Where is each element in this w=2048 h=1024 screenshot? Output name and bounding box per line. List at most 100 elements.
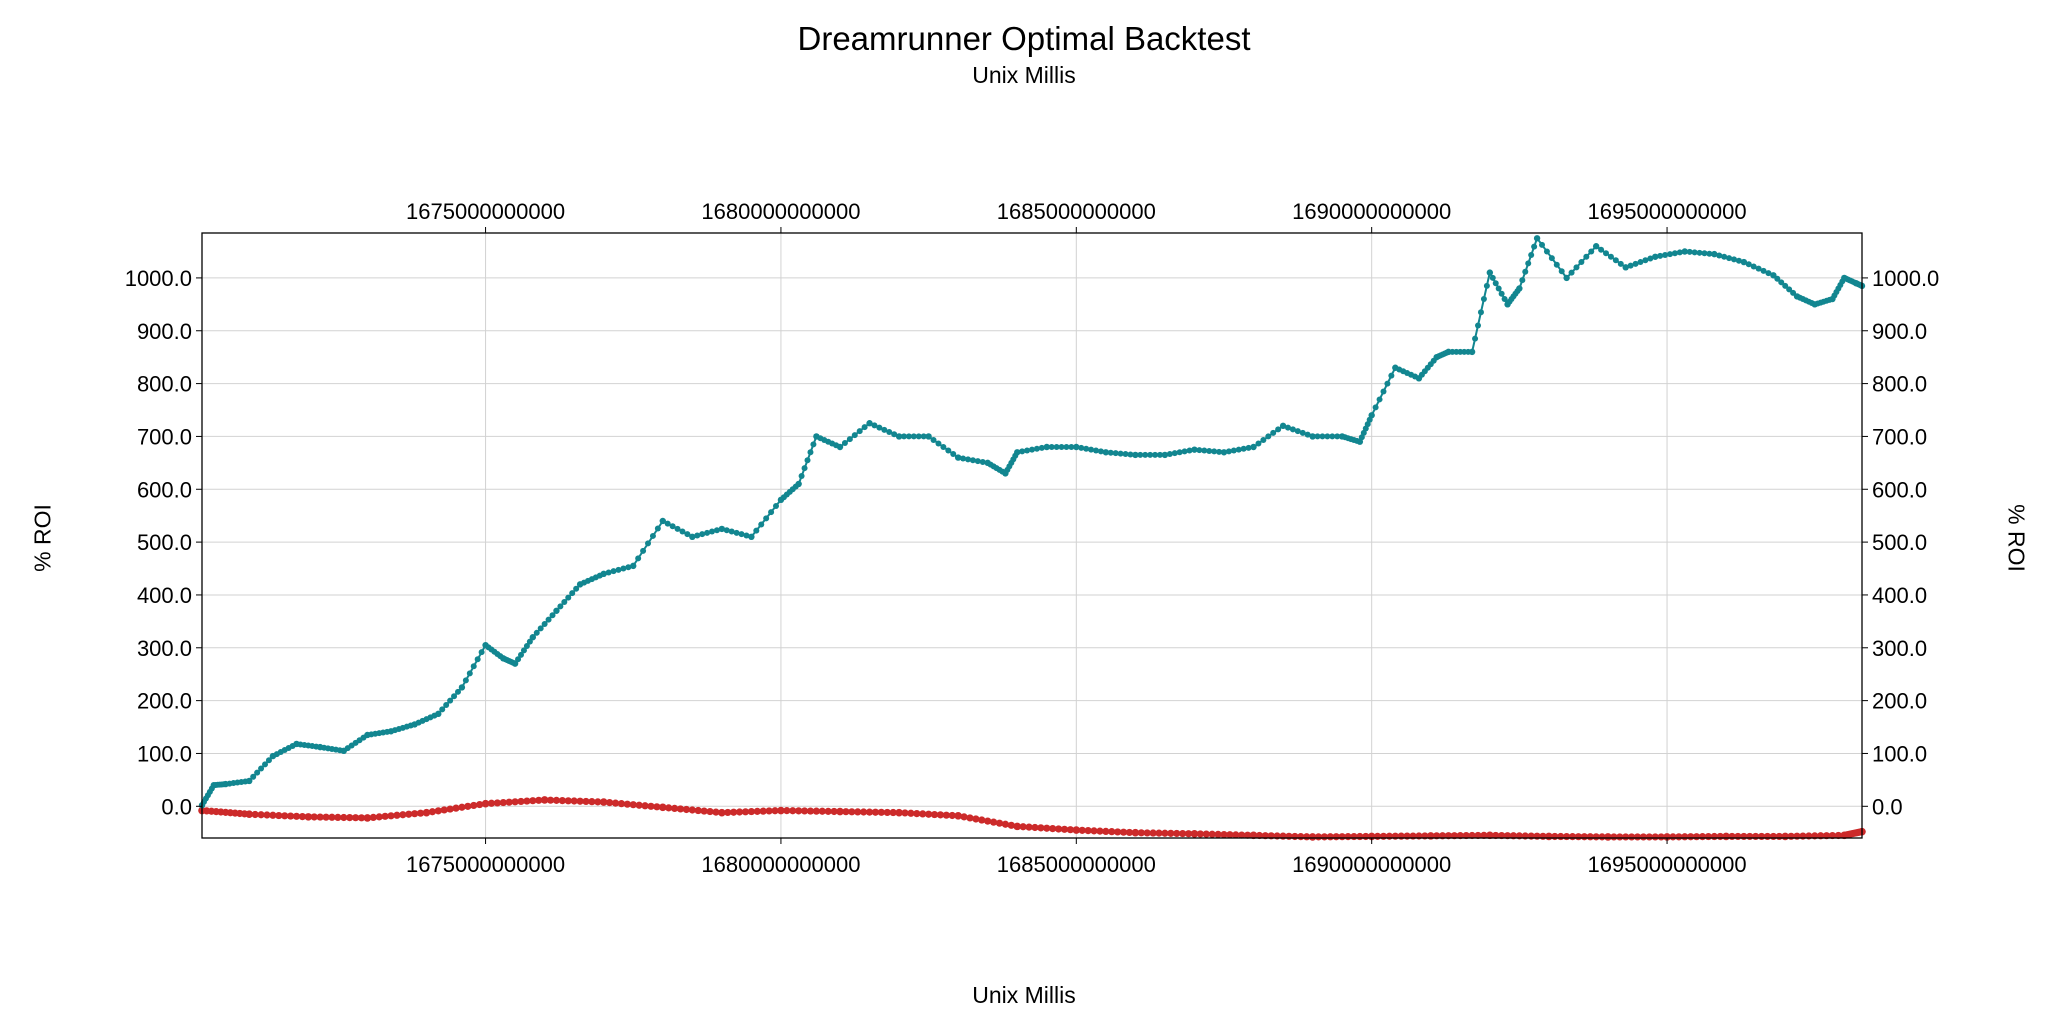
data-marker bbox=[1639, 833, 1648, 841]
data-marker bbox=[610, 568, 617, 575]
data-marker bbox=[1622, 833, 1630, 841]
data-marker bbox=[1543, 248, 1550, 255]
data-marker bbox=[269, 811, 277, 819]
y-tick-label-right: 0.0 bbox=[1872, 794, 1903, 819]
data-marker bbox=[588, 798, 596, 806]
data-marker bbox=[995, 819, 1004, 827]
data-marker bbox=[758, 521, 765, 528]
data-marker bbox=[830, 807, 838, 816]
data-point bbox=[1368, 412, 1375, 419]
data-marker bbox=[654, 525, 661, 532]
data-marker bbox=[978, 816, 986, 824]
data-marker bbox=[913, 809, 921, 818]
data-marker bbox=[529, 797, 537, 805]
data-marker bbox=[653, 803, 661, 811]
data-marker bbox=[1122, 451, 1129, 458]
data-marker bbox=[990, 818, 998, 826]
data-point bbox=[1622, 264, 1629, 271]
data-marker bbox=[1078, 444, 1085, 451]
data-marker bbox=[1657, 833, 1665, 841]
data-marker bbox=[1786, 286, 1793, 293]
data-marker bbox=[883, 808, 891, 817]
data-marker bbox=[789, 807, 797, 815]
data-point bbox=[481, 799, 490, 808]
data-marker bbox=[625, 564, 632, 571]
data-marker bbox=[1216, 448, 1223, 455]
data-marker bbox=[617, 800, 626, 808]
data-marker bbox=[1117, 450, 1124, 457]
data-marker bbox=[1238, 831, 1246, 839]
data-marker bbox=[1501, 296, 1508, 303]
data-point bbox=[1770, 272, 1777, 279]
data-marker bbox=[950, 451, 957, 458]
y-tick-label-left: 900.0 bbox=[137, 319, 192, 344]
data-marker bbox=[647, 802, 655, 810]
data-marker bbox=[428, 808, 436, 816]
data-marker bbox=[564, 797, 572, 805]
data-marker bbox=[1628, 833, 1636, 841]
data-marker bbox=[945, 447, 952, 454]
data-marker bbox=[1147, 451, 1154, 458]
data-marker bbox=[763, 515, 770, 522]
data-point bbox=[540, 796, 549, 804]
data-marker bbox=[537, 625, 544, 632]
data-marker bbox=[1092, 447, 1099, 454]
data-marker bbox=[393, 811, 401, 819]
data-point bbox=[1604, 833, 1612, 841]
data-marker bbox=[1033, 445, 1040, 452]
data-point bbox=[1073, 443, 1080, 451]
data-marker bbox=[523, 797, 531, 805]
data-marker bbox=[747, 807, 755, 816]
data-marker bbox=[942, 811, 950, 819]
data-marker bbox=[1474, 831, 1482, 840]
data-marker bbox=[905, 433, 912, 440]
data-marker bbox=[1294, 428, 1301, 435]
data-marker bbox=[889, 808, 897, 817]
data-marker bbox=[1324, 433, 1331, 440]
data-marker bbox=[565, 594, 572, 601]
data-marker bbox=[670, 804, 679, 813]
data-marker bbox=[511, 798, 519, 806]
data-marker bbox=[1731, 256, 1738, 263]
data-point bbox=[1250, 443, 1257, 451]
data-marker bbox=[1152, 451, 1159, 458]
y-tick-label-right: 800.0 bbox=[1872, 372, 1927, 397]
data-marker bbox=[470, 801, 478, 810]
data-marker bbox=[487, 799, 496, 807]
data-marker bbox=[1220, 830, 1228, 839]
data-point bbox=[659, 517, 666, 525]
data-marker bbox=[1525, 260, 1532, 267]
data-marker bbox=[684, 531, 691, 538]
data-marker bbox=[254, 769, 261, 776]
data-marker bbox=[876, 424, 883, 431]
data-marker bbox=[704, 529, 711, 536]
data-marker bbox=[1617, 260, 1624, 267]
y-tick-label-left: 800.0 bbox=[137, 372, 192, 397]
data-marker bbox=[1156, 451, 1163, 458]
data-marker bbox=[706, 807, 714, 816]
data-marker bbox=[765, 807, 773, 815]
series-1 bbox=[198, 235, 1866, 809]
data-marker bbox=[1637, 259, 1644, 266]
data-marker bbox=[265, 757, 272, 764]
data-point bbox=[1102, 449, 1110, 456]
y-tick-label-left: 400.0 bbox=[137, 583, 192, 608]
data-marker bbox=[773, 502, 780, 509]
data-marker bbox=[810, 441, 817, 448]
data-marker bbox=[322, 813, 330, 821]
data-marker bbox=[1196, 830, 1204, 838]
plot-frame bbox=[201, 232, 1863, 839]
data-marker bbox=[688, 806, 696, 814]
data-marker bbox=[250, 773, 257, 780]
data-marker bbox=[1475, 322, 1482, 329]
data-marker bbox=[474, 656, 481, 663]
data-point bbox=[718, 808, 726, 817]
data-marker bbox=[561, 598, 568, 605]
data-marker bbox=[984, 817, 992, 825]
data-point bbox=[925, 433, 932, 440]
data-marker bbox=[1265, 433, 1272, 440]
data-marker bbox=[694, 532, 701, 539]
y-tick-label-right: 900.0 bbox=[1872, 319, 1927, 344]
data-marker bbox=[1053, 443, 1060, 450]
data-marker bbox=[979, 458, 986, 465]
